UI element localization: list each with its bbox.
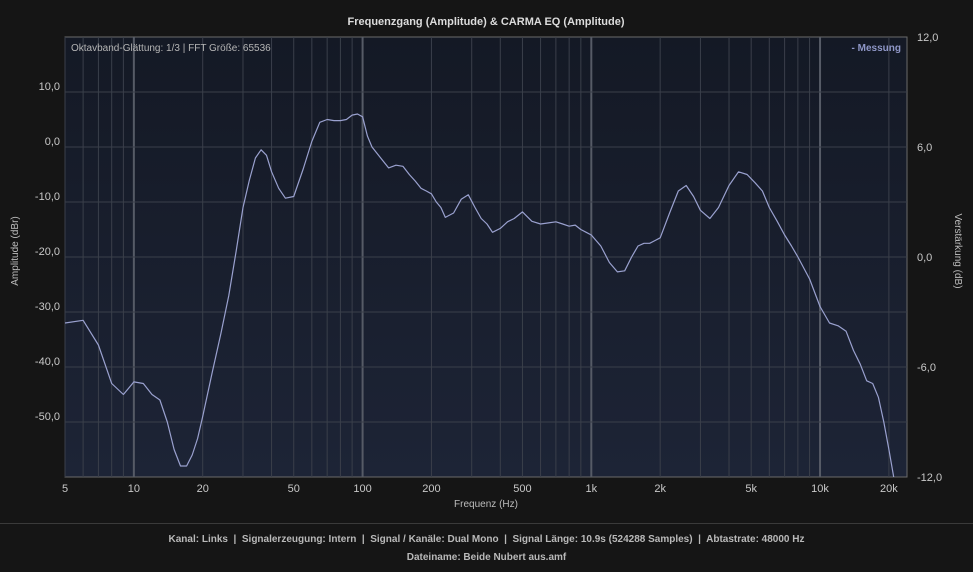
y2-tick-label: 12,0 <box>917 32 938 44</box>
footer-filename: Dateiname: Beide Nubert aus.amf <box>406 552 567 563</box>
legend-entry-messung[interactable]: - Messung <box>852 43 901 54</box>
y-tick-label: -20,0 <box>35 246 60 258</box>
x-tick-label: 10k <box>811 483 829 495</box>
smoothing-info-text: Oktavband-Glättung: 1/3 | FFT Größe: 655… <box>71 43 271 54</box>
frequency-response-chart: Frequenzgang (Amplitude) & CARMA EQ (Amp… <box>10 16 963 510</box>
footer-signal-info: Kanal: Links | Signalerzeugung: Intern |… <box>168 534 805 545</box>
y-tick-label: 0,0 <box>45 136 60 148</box>
y-tick-labels: 10,0 0,0 -10,0 -20,0 -30,0 -40,0 -50,0 <box>35 81 60 423</box>
x-tick-label: 50 <box>288 483 300 495</box>
x-tick-label: 20k <box>880 483 898 495</box>
x-tick-label: 5 <box>62 483 68 495</box>
x-tick-label: 2k <box>654 483 666 495</box>
series-line-messung <box>65 113 895 477</box>
y2-axis-label: Verstärkung (dB) <box>952 213 963 288</box>
y2-tick-labels: 12,0 6,0 0,0 -6,0 -12,0 <box>917 32 942 484</box>
chart-title: Frequenzgang (Amplitude) & CARMA EQ (Amp… <box>347 16 624 28</box>
series-layer <box>65 113 895 477</box>
x-tick-label: 100 <box>353 483 371 495</box>
y2-tick-label: -12,0 <box>917 472 942 484</box>
x-tick-label: 200 <box>422 483 440 495</box>
y-tick-label: -40,0 <box>35 356 60 368</box>
y-tick-label: -10,0 <box>35 191 60 203</box>
y-tick-label: -30,0 <box>35 301 60 313</box>
x-tick-label: 1k <box>585 483 597 495</box>
y2-tick-label: -6,0 <box>917 362 936 374</box>
x-tick-label: 20 <box>197 483 209 495</box>
x-tick-label: 5k <box>745 483 757 495</box>
y-axis-label: Amplitude (dBr) <box>10 216 21 285</box>
y2-tick-label: 0,0 <box>917 252 932 264</box>
x-tick-label: 500 <box>513 483 531 495</box>
x-axis-label: Frequenz (Hz) <box>454 499 518 510</box>
y-tick-label: -50,0 <box>35 411 60 423</box>
x-tick-label: 10 <box>128 483 140 495</box>
status-footer: Kanal: Links | Signalerzeugung: Intern |… <box>0 523 973 572</box>
x-tick-labels: 5 10 20 50 100 200 500 1k 2k 5k 10k 20k <box>62 483 898 495</box>
y2-tick-label: 6,0 <box>917 142 932 154</box>
y-tick-label: 10,0 <box>39 81 60 93</box>
